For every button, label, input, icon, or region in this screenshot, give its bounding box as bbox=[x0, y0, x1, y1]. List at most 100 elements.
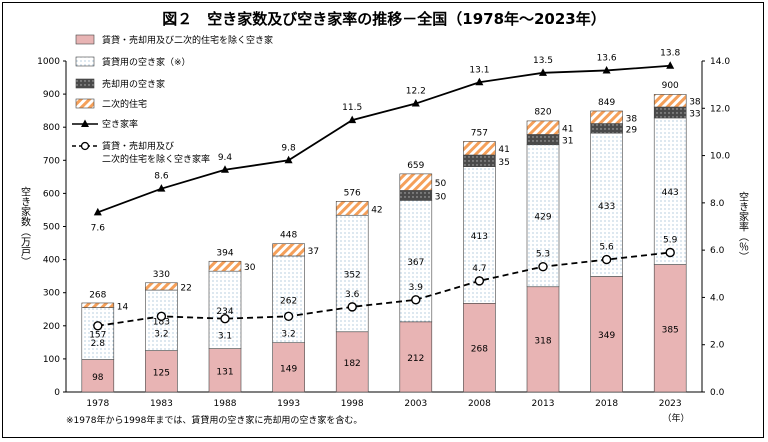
data-label: 413 bbox=[471, 232, 488, 242]
data-label: 38 bbox=[626, 114, 638, 124]
bar-segment bbox=[145, 350, 178, 393]
legend-label: 売却用の空き家 bbox=[102, 78, 165, 90]
bar-segment bbox=[335, 214, 369, 333]
bar-segment bbox=[399, 173, 433, 191]
bar-segment bbox=[145, 282, 178, 291]
data-label: 352 bbox=[344, 271, 361, 281]
y-tick-label-left: 400 bbox=[43, 256, 60, 266]
total-label: 448 bbox=[280, 231, 297, 241]
line-value-label: 7.6 bbox=[91, 223, 106, 233]
y-tick-label-right: 8.0 bbox=[710, 199, 725, 209]
data-label: 349 bbox=[598, 331, 615, 341]
data-label: 367 bbox=[407, 258, 424, 268]
line-value-label: 3.2 bbox=[281, 329, 295, 339]
data-label: 212 bbox=[407, 354, 424, 364]
y-axis-title-left: 空き家数（万戸） bbox=[19, 185, 31, 266]
data-label: 50 bbox=[435, 179, 447, 189]
data-label: 30 bbox=[244, 263, 256, 273]
total-label: 330 bbox=[153, 270, 170, 280]
x-tick-label: 2003 bbox=[404, 399, 427, 409]
y-tick-label-right: 2.0 bbox=[710, 341, 725, 351]
bar-segment bbox=[590, 132, 623, 277]
line-marker bbox=[665, 247, 675, 258]
line-marker bbox=[539, 68, 547, 76]
x-tick-label: 2018 bbox=[595, 399, 618, 409]
data-label: 262 bbox=[280, 296, 297, 306]
y-tick-label-right: 4.0 bbox=[710, 293, 725, 303]
data-label: 98 bbox=[92, 373, 104, 383]
bar-segment bbox=[208, 348, 242, 393]
y-tick-label-left: 800 bbox=[43, 123, 60, 133]
bar-segment bbox=[526, 134, 560, 146]
line-value-label: 3.9 bbox=[409, 283, 424, 293]
line-marker bbox=[220, 314, 230, 324]
line-value-label: 13.5 bbox=[533, 56, 553, 66]
data-label: 433 bbox=[598, 202, 615, 212]
bar-segment bbox=[208, 270, 242, 349]
total-label: 659 bbox=[407, 161, 424, 171]
line-marker bbox=[221, 165, 229, 173]
data-label: 14 bbox=[117, 302, 129, 312]
y-tick-label-left: 600 bbox=[43, 189, 60, 199]
bar-segment bbox=[399, 321, 433, 393]
line-value-label: 13.6 bbox=[597, 53, 617, 63]
line-marker bbox=[347, 302, 357, 312]
data-label: 33 bbox=[689, 109, 700, 119]
total-label: 576 bbox=[344, 188, 361, 198]
y-tick-label-left: 0 bbox=[54, 388, 60, 398]
bar-segment bbox=[272, 342, 305, 393]
line-value-label: 3.6 bbox=[345, 290, 360, 300]
data-label: 41 bbox=[498, 145, 509, 155]
total-label: 757 bbox=[471, 128, 488, 138]
y-tick-label-right: 6.0 bbox=[710, 246, 725, 256]
line-marker bbox=[284, 155, 293, 164]
line-marker bbox=[348, 115, 357, 124]
lines-group: 7.6 8.6 9.4 9.8 11.5 12.2 13.1 13.5 13.6 13.8 2.8 3… bbox=[91, 49, 681, 349]
legend-label: 空き家率 bbox=[102, 118, 138, 130]
y-tick-label-left: 100 bbox=[43, 355, 60, 365]
x-tick-label: 1988 bbox=[214, 399, 237, 409]
x-tick-label: 1993 bbox=[277, 399, 300, 409]
data-label: 183 bbox=[153, 317, 170, 327]
legend-swatch bbox=[75, 98, 95, 109]
line-marker bbox=[411, 99, 420, 107]
line-value-label: 5.9 bbox=[663, 236, 678, 246]
line-marker bbox=[474, 276, 485, 286]
bar-segment bbox=[590, 276, 623, 393]
data-label: 37 bbox=[308, 247, 319, 257]
line-marker bbox=[411, 295, 421, 305]
bar-segment bbox=[208, 260, 242, 272]
y-tick-label-left: 1000 bbox=[37, 57, 60, 67]
y-axis-title-right: 空き家率（％） bbox=[737, 190, 749, 261]
data-label: 30 bbox=[435, 192, 447, 202]
line-marker bbox=[538, 261, 548, 272]
bar-segment bbox=[335, 331, 369, 393]
data-label: 182 bbox=[344, 359, 361, 369]
y-tick-label-left: 500 bbox=[43, 223, 60, 233]
data-label: 125 bbox=[153, 368, 170, 378]
data-label: 41 bbox=[562, 125, 573, 135]
legend-label: 賃貸・売却用及び二次的住宅を除く空き家 bbox=[102, 34, 273, 46]
data-label: 131 bbox=[216, 367, 233, 377]
bar-segment bbox=[81, 302, 115, 308]
y-tick-label-right: 14.0 bbox=[710, 57, 730, 67]
y-tick-label-right: 12.0 bbox=[710, 104, 730, 114]
line-value-label: 11.5 bbox=[342, 103, 362, 113]
data-label: 318 bbox=[534, 336, 551, 346]
bar-segment bbox=[526, 286, 560, 393]
legend-label: 賃貸・売却用及び二次的住宅を除く空き家率 bbox=[102, 140, 210, 165]
total-label: 394 bbox=[216, 249, 233, 259]
data-label: 149 bbox=[280, 364, 297, 374]
x-tick-label: 1998 bbox=[341, 399, 364, 409]
x-tick-label: 1983 bbox=[150, 399, 173, 409]
axes-group: 0 100 200 300 400 500 600 700 800 900 1000 0.0 2.0 4.… bbox=[19, 57, 749, 409]
bar-segment bbox=[81, 307, 115, 360]
line-value-label: 9.4 bbox=[218, 153, 233, 163]
bar-segment bbox=[463, 154, 496, 167]
line-value-label: 12.2 bbox=[406, 87, 426, 97]
x-tick-label: 2008 bbox=[468, 399, 491, 409]
y-tick-label-left: 900 bbox=[43, 90, 60, 100]
data-label: 35 bbox=[498, 158, 509, 168]
line-value-label: 3.1 bbox=[218, 332, 232, 342]
